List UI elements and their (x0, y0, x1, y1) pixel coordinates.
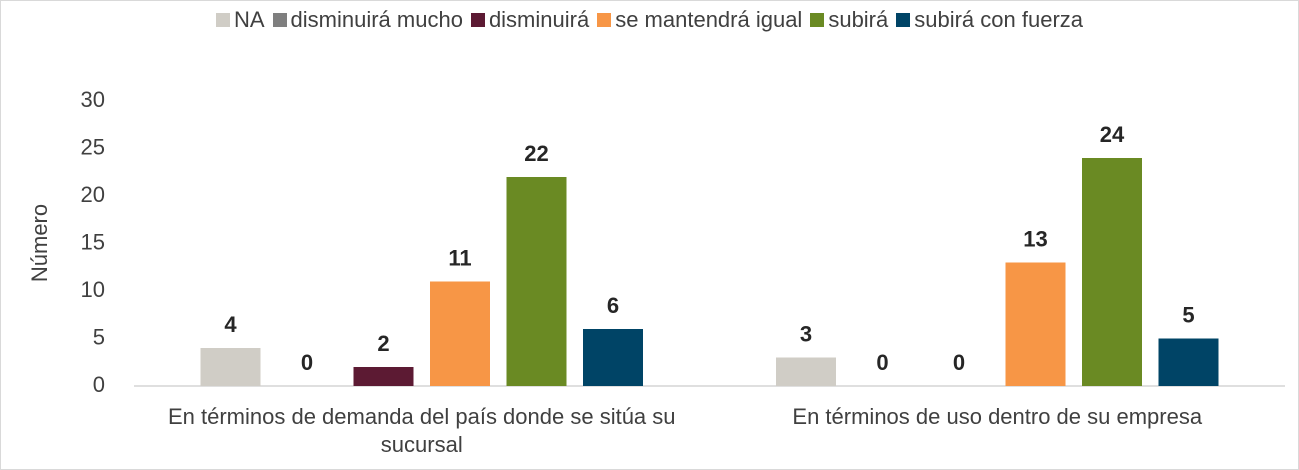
legend: NA disminuirá mucho disminuirá se mantendrá… (1, 7, 1298, 33)
y-tick-label: 30 (81, 87, 105, 112)
bar (506, 177, 567, 386)
y-tick-label: 20 (81, 182, 105, 207)
legend-swatch (272, 13, 287, 27)
data-label: 2 (377, 331, 389, 356)
bar (200, 348, 261, 386)
y-tick-label: 5 (93, 324, 105, 349)
legend-item: NA (215, 7, 265, 33)
legend-swatch (470, 13, 485, 27)
data-label: 13 (1023, 226, 1047, 251)
legend-label: disminuirá mucho (290, 7, 463, 32)
legend-label: disminuirá (488, 7, 590, 32)
legend-label: se mantendrá igual (615, 7, 803, 32)
legend-label: subirá (828, 7, 889, 32)
data-label: 4 (224, 312, 237, 337)
data-label: 6 (607, 293, 619, 318)
y-tick-label: 10 (81, 277, 105, 302)
data-label: 0 (301, 350, 313, 375)
y-tick-label: 15 (81, 229, 105, 254)
data-label: 22 (524, 141, 548, 166)
data-label: 11 (448, 245, 471, 270)
legend-swatch (810, 13, 825, 27)
legend-item: disminuirá (470, 7, 590, 33)
legend-label: NA (233, 7, 265, 32)
legend-label: subirá con fuerza (914, 7, 1084, 32)
x-tick-label: En términos de uso dentro de su empresa (792, 404, 1203, 429)
bar (430, 281, 490, 386)
legend-item: se mantendrá igual (597, 7, 802, 33)
y-tick-label: 25 (81, 134, 105, 159)
y-axis-label: Número (27, 204, 52, 282)
legend-item: subirá (810, 7, 888, 33)
bar (1158, 338, 1219, 386)
data-label: 0 (876, 350, 888, 375)
bar (583, 329, 643, 386)
legend-swatch (896, 13, 911, 27)
data-label: 0 (953, 350, 965, 375)
legend-item: subirá con fuerza (896, 7, 1083, 33)
bar (776, 357, 836, 386)
legend-swatch (597, 13, 612, 27)
x-tick-label: En términos de demanda del país donde se… (167, 404, 676, 457)
y-tick-label: 0 (93, 372, 105, 397)
data-label: 3 (800, 321, 812, 346)
data-label: 24 (1100, 122, 1125, 147)
legend-swatch (215, 13, 230, 27)
legend-item: disminuirá mucho (272, 7, 463, 33)
bar (1082, 158, 1142, 386)
bar (1005, 262, 1066, 386)
bar (353, 367, 414, 386)
data-label: 5 (1182, 302, 1194, 327)
